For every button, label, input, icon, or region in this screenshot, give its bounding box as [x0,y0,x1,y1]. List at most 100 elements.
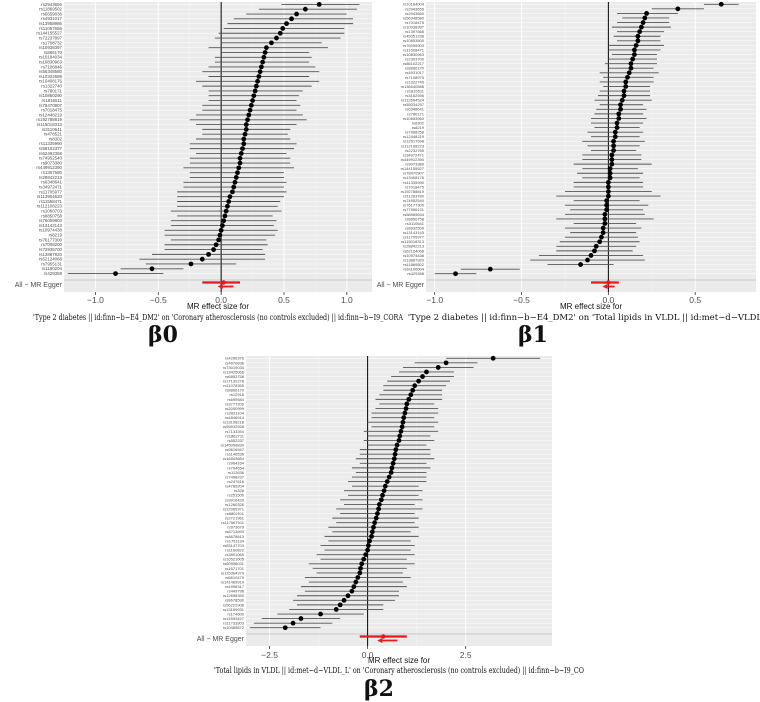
snp-point [604,207,610,213]
snp-point [599,234,604,240]
snp-label: rs4931017 [41,16,62,21]
snp-point [592,248,597,254]
snp-point [612,134,618,140]
snp-label: rs58969634 [403,212,425,217]
snp-point [621,88,627,94]
snp-point [593,243,599,249]
snp-point [217,232,223,238]
snp-label: rs7498237 [225,474,245,479]
snp-label: rs73019034 [223,365,245,370]
panel-label-beta2: β2 [364,676,394,702]
snp-point [376,502,382,507]
x-tick-label: 1.0 [341,295,353,305]
snp-label: rs964164 [227,461,244,466]
snp-label: rs58102377 [39,146,63,151]
snp-point [252,88,258,94]
snp-label: rs112694524 [401,98,425,103]
snp-point [487,266,493,272]
snp-point [361,556,367,562]
x-axis-title: MR effect size for [187,302,249,311]
x-tick-label: −2.5 [261,650,278,660]
snp-label: rs11705977 [403,235,425,240]
summary-arrow-head [217,284,223,289]
snp-point [366,543,371,548]
snp-label: rs1146536 [225,452,244,457]
snp-point [404,401,410,407]
snp-point [381,488,387,494]
snp-point [238,151,244,156]
snp-point [302,6,308,12]
snp-label: rs11705977 [39,189,62,194]
snp-point [638,24,644,30]
snp-label: rs174600 [227,611,244,616]
snp-label: rs76059903 [403,43,425,48]
snp-point [345,593,351,599]
snp-label: rs7968258 [405,130,425,135]
snp-point [403,406,409,411]
snp-point [611,138,616,144]
snp-label: rs780171 [407,111,424,116]
snp-label: rs429358 [44,271,63,276]
snp-point [113,271,118,276]
snp-label: rs3162596 [405,93,425,98]
snp-point [349,588,355,594]
panel-background [426,2,756,292]
snp-point [341,597,347,603]
snp-label: rs9616947 [225,447,245,452]
snp-point [337,602,343,608]
snp-label: rs11263780 [403,193,425,198]
snp-point [614,120,620,126]
snp-label: rs2000999 [225,406,245,411]
snp-label: rs866170 [44,50,63,55]
snp-point [261,54,267,60]
snp-point [435,365,441,370]
snp-point [644,11,649,16]
snp-label: rs11733303 [223,621,245,626]
snp-point [604,198,610,204]
snp-point [597,239,603,245]
snp-label: rs10489872 [223,625,245,630]
snp-point [260,59,266,65]
snp-label: rs10853500 [403,38,425,43]
snp-point [367,538,372,544]
snp-label: rs8678530 [225,598,245,603]
snp-label: rs14593427 [223,616,245,621]
snp-label: rs6802911 [225,511,244,516]
snp-label: rs2943656 [41,2,62,7]
snp-label: rs9073380 [41,160,62,165]
snp-label: rs11869502 [39,7,62,12]
panel-label-beta0: β0 [148,322,178,348]
snp-label: rs1180204 [42,266,63,271]
snp-point [630,56,636,62]
snp-label: rs74952540 [403,198,425,203]
summary-label: All − MR Egger [15,282,63,289]
snp-label: rs76177300 [403,203,425,208]
snp-point [392,451,398,457]
snp-label: rs56222908 [223,602,245,607]
snp-point [401,415,407,421]
snp-label: rs13143143 [39,223,63,228]
x-tick-label: −1.0 [426,295,443,305]
snp-point [607,166,613,172]
snp-point [632,47,637,53]
snp-label: rs7018475 [405,184,425,189]
snp-label: rs3110641 [405,221,424,226]
snp-point [406,396,412,402]
snp-label: rs8866170 [405,66,425,71]
snp-point [236,165,242,171]
snp-point [609,152,615,158]
snp-label: rs7133394 [225,429,245,434]
snp-label: rs449912390 [36,165,62,170]
summary-label: All − MR Egger [377,282,425,289]
snp-point [635,33,641,39]
snp-point [618,102,623,108]
snp-label: rs10164004 [403,2,425,7]
snp-point [351,584,357,590]
snp-label: rs9916429 [225,497,245,502]
snp-label: rs7955131 [41,261,62,266]
snp-point [393,447,399,453]
snp-label: rs10938397 [39,45,63,50]
snp-label: rs8678813 [225,534,245,539]
snp-label: rs10974438 [39,228,63,233]
